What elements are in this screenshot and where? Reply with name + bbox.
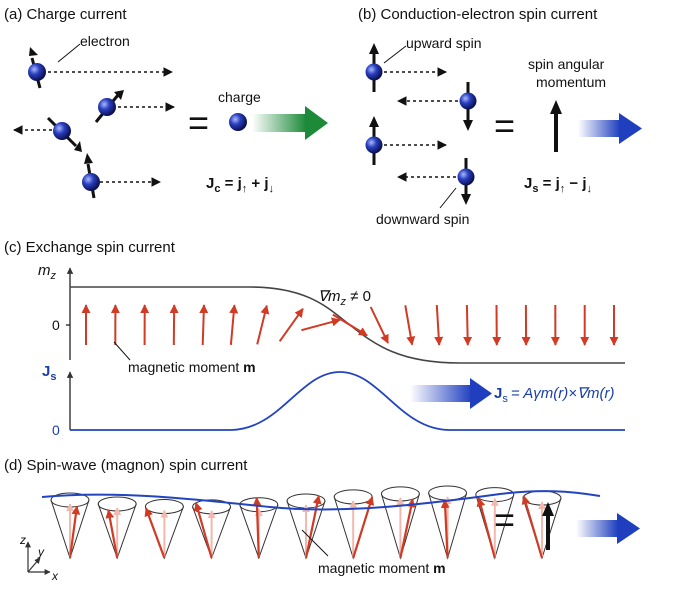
magnon-spin-arrow-head <box>542 502 554 516</box>
magnetic-moment-arrow <box>404 305 416 346</box>
magnetic-moment-arrow <box>193 501 213 559</box>
magnetic-moment-arrow <box>278 307 304 342</box>
up-spin-electron-1 <box>365 43 447 92</box>
electron-ball <box>98 98 116 116</box>
spin-wave-curve <box>41 490 601 511</box>
panel-c-title: (c) Exchange spin current <box>4 239 176 256</box>
magnetic-moment-arrow <box>105 509 119 559</box>
panel-c: (c) Exchange spin current mz 0 ∇mz ≠ 0 m… <box>4 239 625 438</box>
js-axis-label: Js <box>42 363 56 383</box>
spin-flow-head <box>619 113 642 144</box>
magnetic-moment-arrow <box>304 494 322 559</box>
charge-current-formula: Jc = j↑ + j↓ <box>206 175 274 195</box>
equals-sign: = <box>494 499 515 540</box>
downward-spin-label: downward spin <box>376 211 469 227</box>
panel-a: (a) Charge current electron <box>4 6 328 199</box>
spin-current-formula: Js = j↑ − j↓ <box>524 175 592 195</box>
electron-ball <box>365 63 383 81</box>
moment-label-c: magnetic moment m <box>128 359 256 375</box>
equals-sign: = <box>494 105 515 146</box>
magnon-flow-head <box>617 513 640 544</box>
magnetic-moment-arrow <box>352 496 375 559</box>
axis-z-label: z <box>19 533 26 547</box>
exchange-flow-head <box>470 378 492 409</box>
magnetic-moment-arrow <box>463 304 473 346</box>
spin-flow-arrow <box>578 120 620 137</box>
exchange-formula: Js = Aγm(r)×∇m(r) <box>494 385 614 405</box>
down-spin-electron-2 <box>397 158 475 205</box>
charge-ball <box>229 113 247 131</box>
spin-arrow-head <box>369 116 379 127</box>
magnetic-moment-arrow <box>440 499 450 559</box>
magnetic-moment-arrow <box>332 313 368 337</box>
electron-ball <box>28 63 46 81</box>
magnetic-moment-arrow <box>199 304 209 346</box>
js-profile-curve <box>70 371 625 431</box>
electron-ball <box>459 92 477 110</box>
down-spin-electron-1 <box>397 82 477 131</box>
axis-y-label: y <box>37 545 45 559</box>
charge-label: charge <box>218 89 261 105</box>
magnetic-moment-arrow <box>252 496 262 559</box>
moment-pointer-d <box>301 529 329 557</box>
panel-a-title: (a) Charge current <box>4 6 127 23</box>
js-zero-label: 0 <box>52 422 60 438</box>
electron-ball <box>365 136 383 154</box>
gradient-label: ∇mz ≠ 0 <box>318 288 371 308</box>
spin-arrow-head <box>463 120 473 131</box>
magnetic-moment-arrow <box>144 507 166 559</box>
sam-label-1: spin angular <box>528 56 605 72</box>
moment-label-d: magnetic moment m <box>318 560 446 576</box>
upward-spin-label: upward spin <box>406 35 482 51</box>
electron-label: electron <box>80 33 130 49</box>
magnetic-moment-arrow <box>369 306 389 344</box>
coordinate-axes: z y x <box>19 533 59 583</box>
spin-arrow-head <box>29 47 38 56</box>
electron-ball <box>82 173 100 191</box>
electron-4 <box>82 153 161 199</box>
equals-sign: = <box>188 102 209 143</box>
panel-d-title: (d) Spin-wave (magnon) spin current <box>4 457 248 474</box>
sam-arrow-head <box>550 100 562 114</box>
axis-x-label: x <box>51 569 59 583</box>
mz-axis-label: mz <box>38 262 57 282</box>
magnetic-moment-arrow <box>521 495 544 559</box>
charge-flow-arrow <box>252 114 306 132</box>
mz-zero-label: 0 <box>52 317 60 333</box>
electron-1 <box>28 47 173 89</box>
magnetic-moment-arrow <box>256 304 270 345</box>
magnon-flow-arrow <box>576 520 618 537</box>
electron-2 <box>94 90 175 123</box>
magnetic-moment-arrow <box>399 498 416 559</box>
magnetic-moment-arrow <box>476 497 496 559</box>
panel-b-title: (b) Conduction-electron spin current <box>358 6 598 23</box>
downward-pointer <box>439 187 457 209</box>
up-spin-electron-2 <box>365 116 447 165</box>
spin-arrow-head <box>369 43 379 54</box>
sam-label-2: momentum <box>536 74 606 90</box>
electron-3 <box>13 116 82 152</box>
moment-pointer <box>113 341 131 361</box>
spin-arrow-head <box>74 141 82 152</box>
electron-ball <box>457 168 475 186</box>
electron-ball <box>53 122 71 140</box>
spin-arrow-head <box>84 153 93 164</box>
spin-arrow-head <box>461 194 471 205</box>
magnetic-moment-arrow <box>229 304 239 345</box>
domain-wall-moments <box>81 304 619 346</box>
charge-flow-head <box>305 106 328 140</box>
magnetic-moment-arrow <box>68 505 81 559</box>
upward-pointer <box>383 45 407 64</box>
spin-arrow-head <box>114 90 124 100</box>
magnetic-moment-arrow <box>434 304 444 346</box>
exchange-flow-arrow <box>410 385 472 402</box>
magnetic-moment-arrow <box>301 317 341 332</box>
panel-d: (d) Spin-wave (magnon) spin current z y … <box>4 457 640 583</box>
electron-pointer <box>57 43 81 63</box>
panel-b: (b) Conduction-electron spin current upw… <box>358 6 642 227</box>
precession-cones <box>50 485 562 560</box>
